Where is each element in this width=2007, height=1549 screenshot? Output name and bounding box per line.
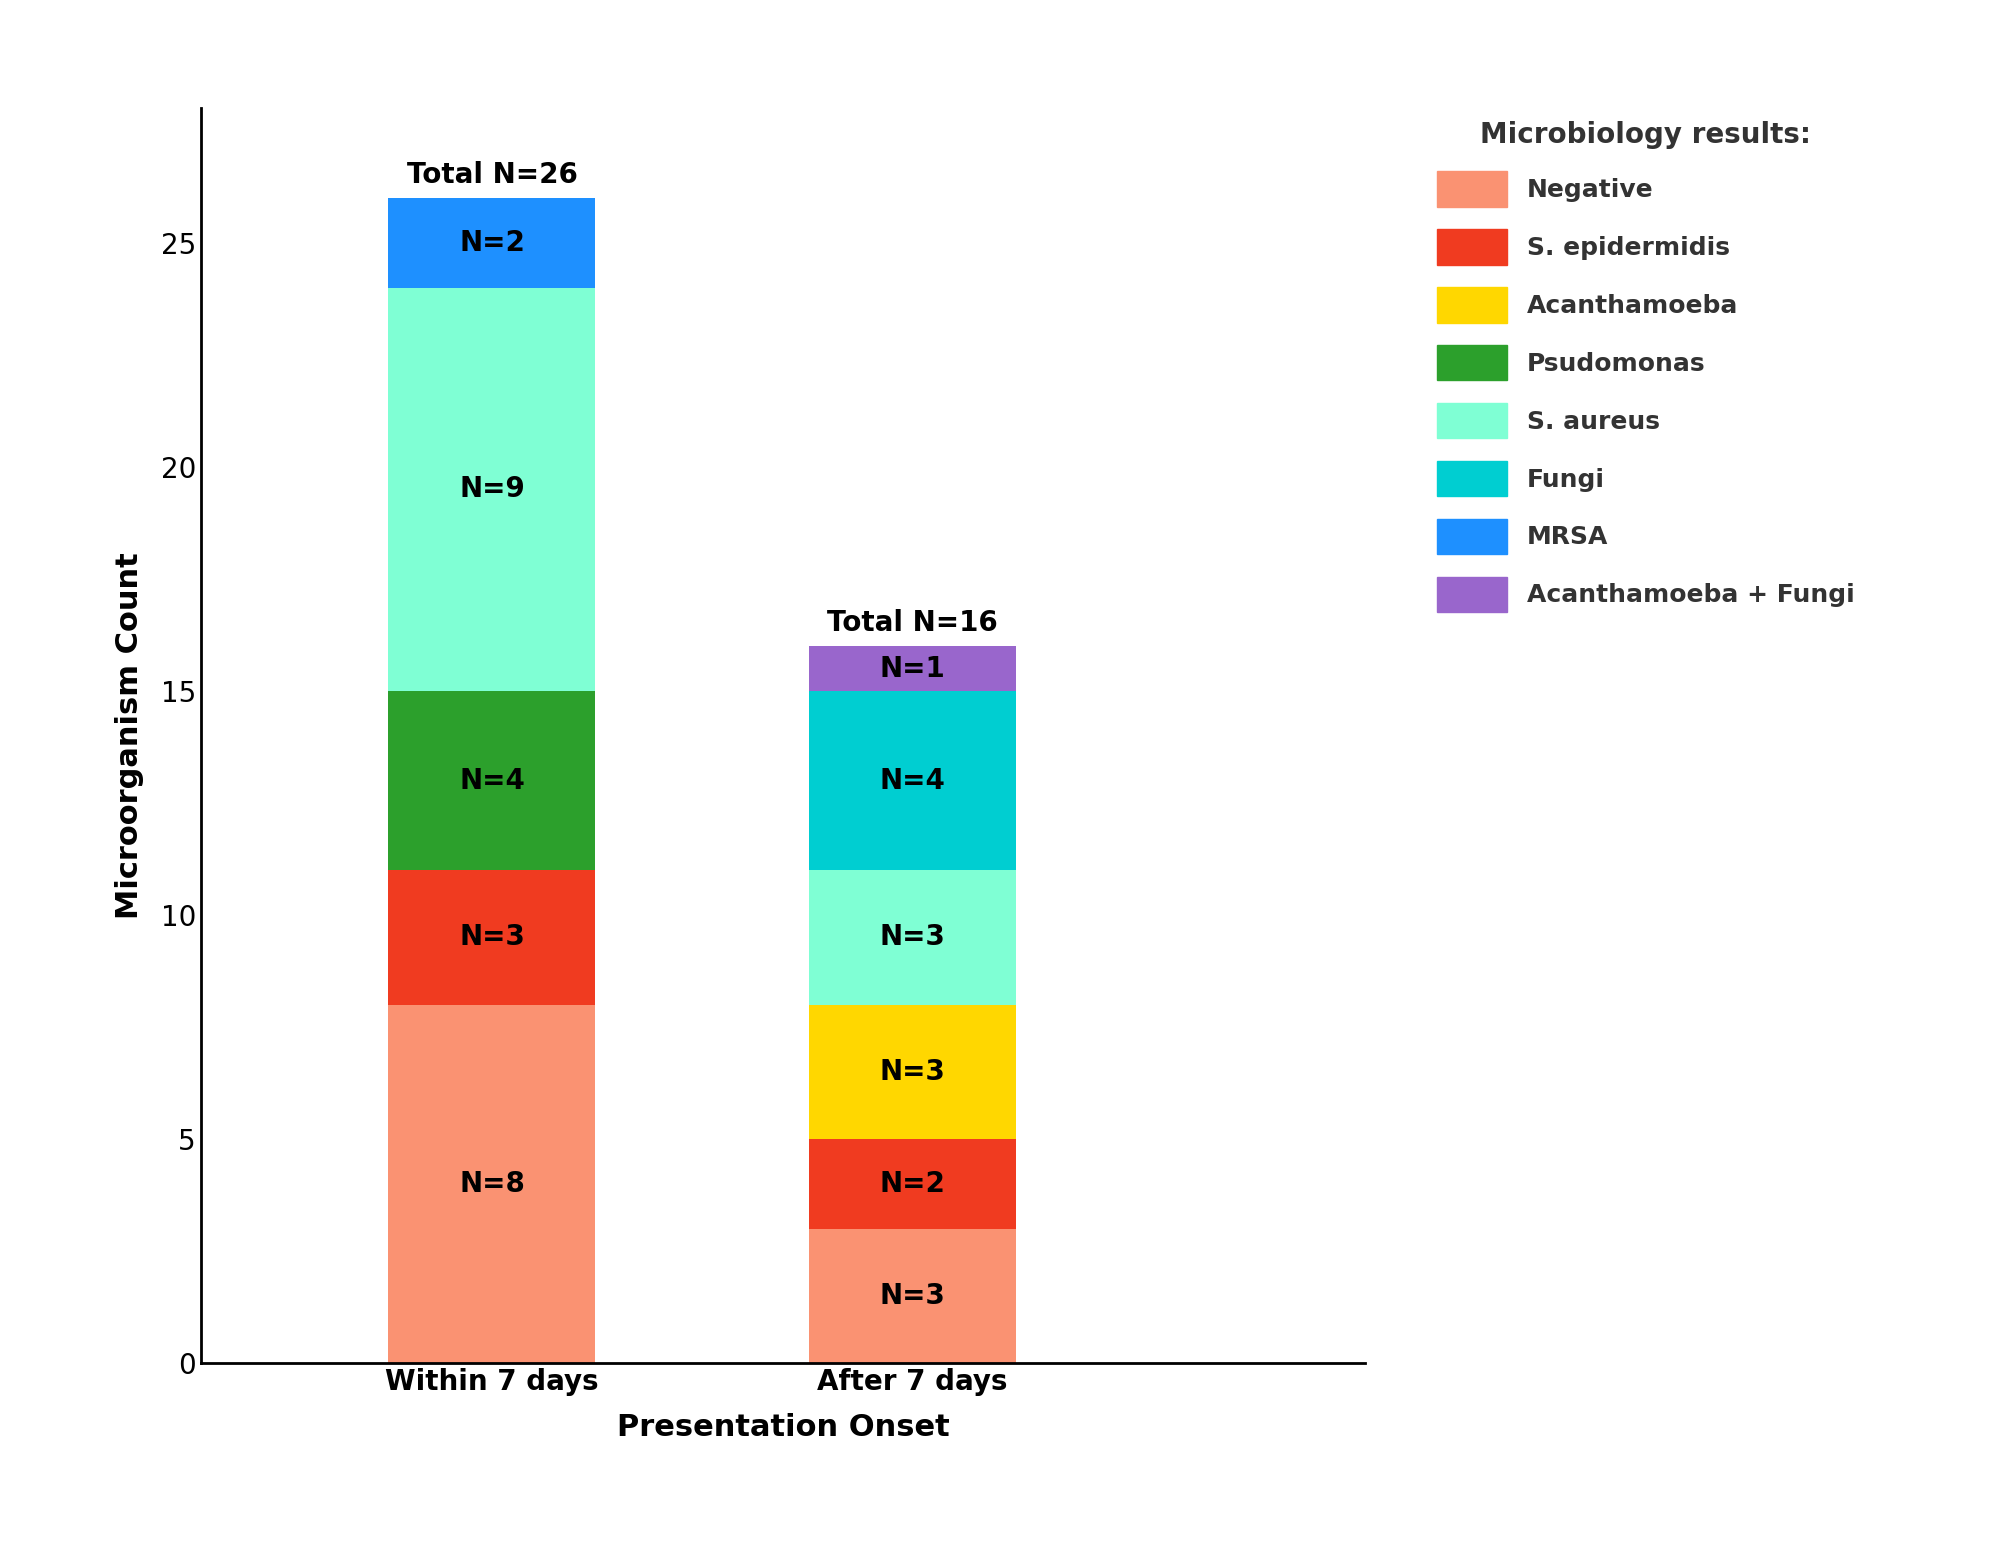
Text: N=4: N=4 <box>460 767 524 795</box>
Text: N=3: N=3 <box>460 923 524 951</box>
Text: N=2: N=2 <box>460 229 524 257</box>
Bar <box>387 691 596 871</box>
Legend: Negative, S. epidermidis, Acanthamoeba, Psudomonas, S. aureus, Fungi, MRSA, Acan: Negative, S. epidermidis, Acanthamoeba, … <box>1423 108 1867 624</box>
Bar <box>387 198 596 288</box>
Y-axis label: Microorganism Count: Microorganism Count <box>114 553 145 919</box>
Text: N=1: N=1 <box>879 655 945 683</box>
Bar <box>809 1005 1016 1139</box>
Text: N=4: N=4 <box>879 767 945 795</box>
Text: N=2: N=2 <box>879 1169 945 1197</box>
Text: N=3: N=3 <box>879 1283 945 1310</box>
Text: N=3: N=3 <box>879 923 945 951</box>
Bar <box>387 288 596 691</box>
Bar <box>809 1228 1016 1363</box>
Bar <box>809 646 1016 691</box>
Text: N=9: N=9 <box>460 476 524 503</box>
Text: Total N=16: Total N=16 <box>827 609 997 637</box>
Text: N=8: N=8 <box>460 1169 524 1197</box>
Bar <box>387 1005 596 1363</box>
X-axis label: Presentation Onset: Presentation Onset <box>616 1413 949 1442</box>
Text: Total N=26: Total N=26 <box>405 161 578 189</box>
Bar <box>809 691 1016 871</box>
Bar <box>809 1139 1016 1228</box>
Text: N=3: N=3 <box>879 1058 945 1086</box>
Bar <box>387 871 596 1005</box>
Bar <box>809 871 1016 1005</box>
